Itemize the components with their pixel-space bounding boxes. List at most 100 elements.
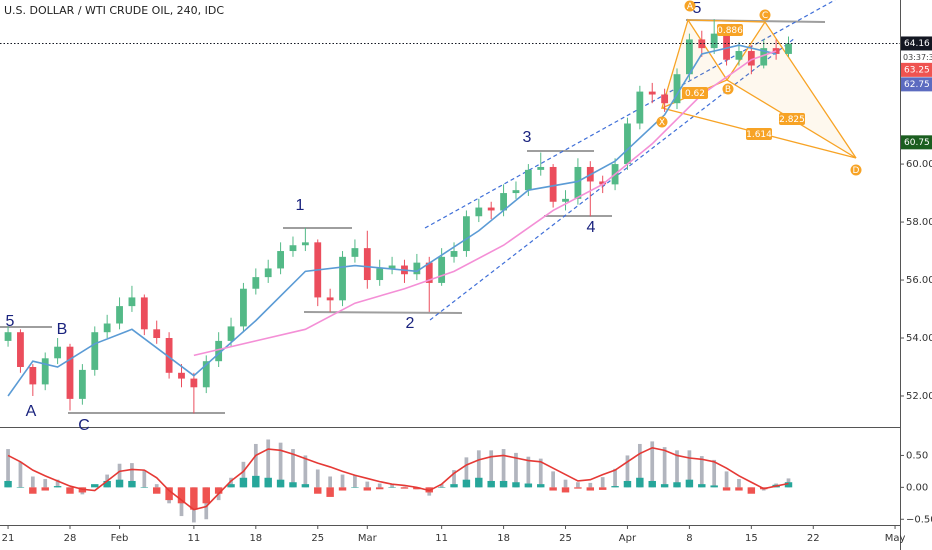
x-tick-label: 11 [188, 533, 201, 544]
histogram-bar [53, 486, 62, 488]
macd-bar [712, 459, 717, 488]
macd-bar [687, 450, 692, 488]
histogram-bar [524, 483, 533, 488]
histogram-bar [264, 477, 272, 488]
pattern-point [759, 9, 771, 21]
y-tick-label: 56.00 [906, 275, 932, 286]
histogram-bar [165, 487, 173, 501]
candle-body [785, 43, 792, 54]
candle-body [277, 251, 284, 269]
macd-bar [328, 476, 333, 488]
candle-body [326, 297, 334, 301]
histogram-bar [660, 484, 669, 488]
y-tick-label: 52.00 [906, 391, 932, 402]
macd-bar [154, 484, 159, 488]
histogram-bar [673, 482, 681, 488]
histogram-bar [450, 484, 458, 488]
candle-body [500, 193, 507, 211]
histogram-bar [314, 487, 322, 494]
histogram-bar [375, 487, 384, 490]
macd-bar [43, 479, 48, 488]
histogram-bar [338, 487, 347, 491]
y-tick-label: 0.00 [906, 482, 928, 493]
candle-body [351, 248, 359, 257]
candle-body [153, 329, 161, 339]
x-tick-label: 18 [497, 533, 510, 544]
histogram-bar [41, 487, 49, 491]
candle-body [202, 361, 210, 388]
candle-body [450, 251, 458, 257]
price-tag-label: 63.25 [904, 65, 930, 75]
x-tick-label: 22 [807, 533, 820, 544]
ratio-box [682, 87, 708, 99]
macd-bar [563, 479, 568, 488]
macd-bar [600, 477, 605, 488]
histogram-bar [91, 484, 99, 488]
histogram-bar [722, 487, 731, 491]
macd-bar [464, 457, 469, 488]
histogram-bar [636, 477, 644, 488]
ratio-label: 0.62 [685, 89, 705, 99]
candle-body [240, 288, 247, 327]
y-tick-label: 58.00 [906, 217, 932, 228]
macd-bar [625, 455, 630, 488]
macd-bar [526, 456, 531, 488]
candle-body [549, 166, 557, 202]
x-tick-label: 15 [745, 533, 758, 544]
candle-body [710, 33, 718, 49]
macd-bar [229, 477, 233, 488]
candle-body [165, 338, 173, 373]
pattern-label: C [762, 11, 768, 21]
histogram-bar [499, 480, 508, 488]
macd-bar [291, 449, 295, 488]
macd-bar [737, 479, 741, 488]
x-tick-label: Mar [358, 533, 378, 544]
candle-body [140, 297, 148, 330]
histogram-bar [289, 482, 297, 488]
candle-body [673, 74, 681, 104]
macd-bar [514, 452, 518, 488]
chart-title: U.S. DOLLAR / WTI CRUDE OIL, 240, IDC [4, 4, 224, 17]
candle-body [636, 91, 644, 124]
ratio-label: 0.886 [717, 26, 743, 36]
candle-body [215, 340, 223, 362]
candle-body [475, 207, 483, 217]
macd-bar [130, 463, 134, 488]
histogram-bar [611, 486, 619, 488]
histogram-bar [190, 487, 198, 510]
x-tick-label: May [885, 533, 906, 544]
macd-bar [576, 482, 580, 488]
histogram-bar [735, 487, 743, 491]
macd-bar [303, 455, 308, 488]
macd-bar [439, 484, 444, 488]
macd-bar [6, 449, 10, 488]
x-tick-label: 18 [249, 533, 262, 544]
x-tick-label: 28 [64, 533, 77, 544]
ratio-label: 1.614 [746, 130, 772, 140]
macd-bar [452, 470, 456, 488]
macd-bar [501, 449, 506, 488]
macd-bar [662, 447, 667, 488]
macd-bar [241, 461, 246, 488]
candle-body [599, 181, 607, 185]
macd-bar [588, 482, 593, 488]
wave-label: C [78, 417, 90, 434]
x-tick-label: Apr [619, 533, 637, 544]
macd-bar [353, 475, 357, 488]
macd-bar [650, 441, 655, 488]
candle-body [648, 91, 656, 95]
histogram-bar [29, 487, 37, 494]
histogram-bar [301, 484, 310, 488]
macd-bar [18, 461, 23, 488]
candle-body [289, 245, 297, 252]
x-tick-label: Feb [111, 533, 129, 544]
macd-bar [489, 450, 494, 488]
countdown-tag [901, 50, 932, 64]
y-tick-label: 60.00 [906, 159, 932, 170]
histogram-bar [363, 487, 372, 491]
histogram-bar [648, 480, 656, 488]
level-line [303, 311, 463, 314]
candle-body [624, 123, 631, 165]
candle-body [17, 332, 24, 367]
